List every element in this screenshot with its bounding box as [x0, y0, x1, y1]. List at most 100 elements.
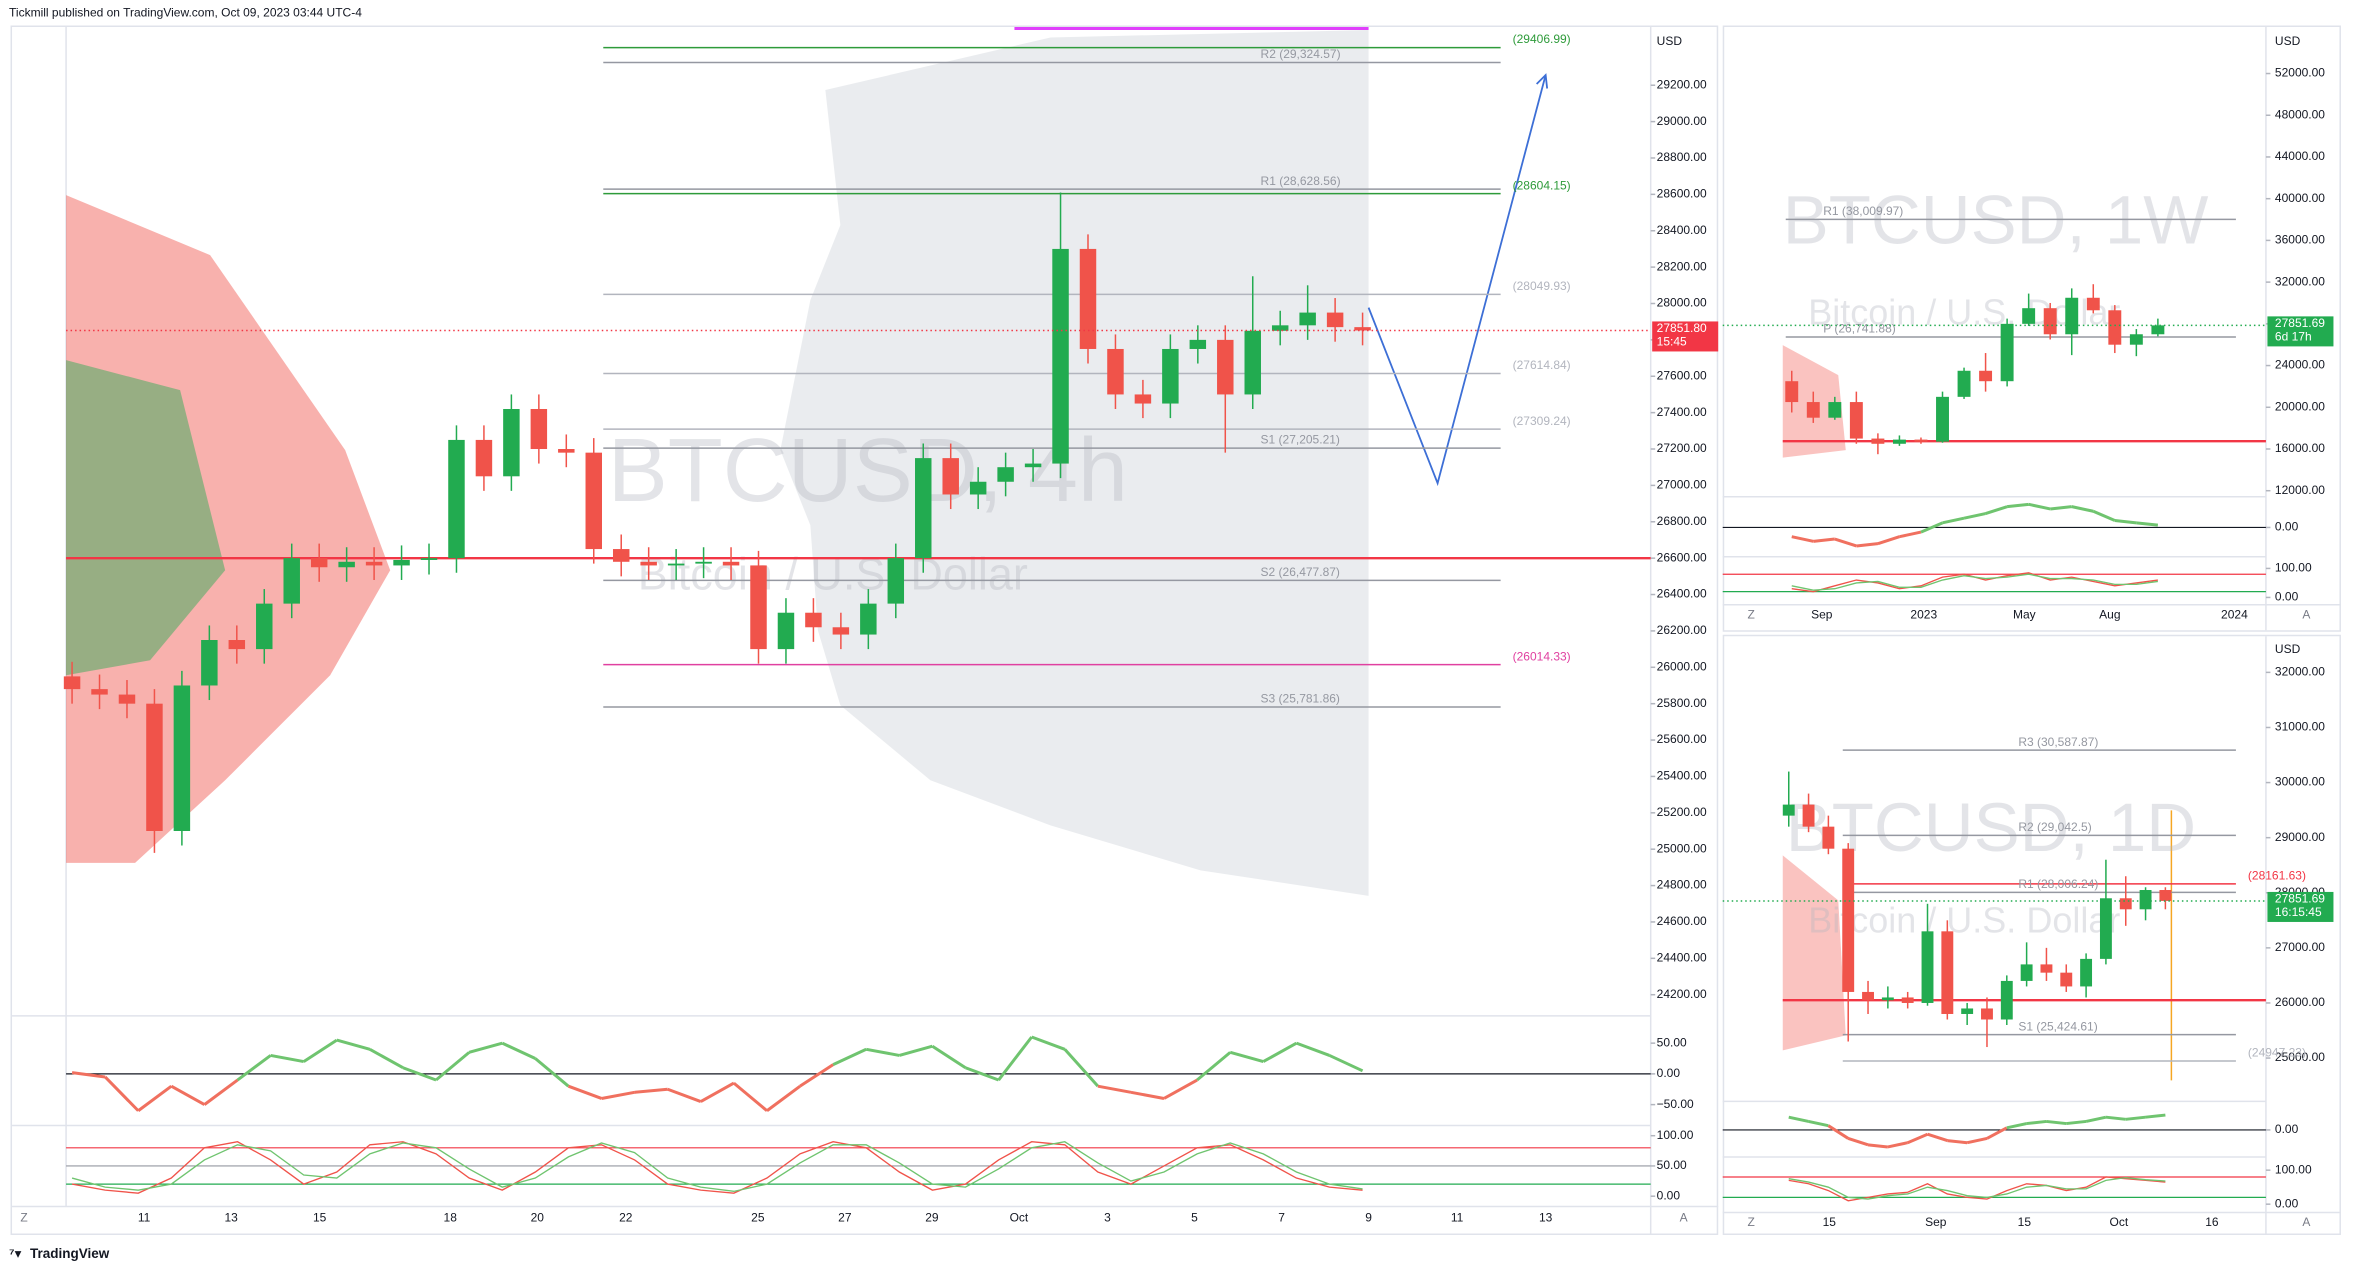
x-tick-label: 3	[1104, 1211, 1111, 1225]
y-tick-label: 28600.00	[1657, 187, 1707, 201]
oscillator-line	[1788, 1176, 2166, 1200]
volume-profile	[780, 30, 1369, 896]
oscillator-segment	[203, 1078, 239, 1106]
oscillator-segment	[634, 1087, 668, 1094]
y-tick-label: 25800.00	[1657, 696, 1707, 710]
candle-body	[1914, 439, 1928, 442]
x-tick-label: 7	[1278, 1211, 1285, 1225]
candle-body	[1052, 248, 1069, 464]
oscillator-line	[1788, 1176, 2166, 1202]
oscillator-segment	[964, 1066, 1000, 1082]
oscillator-segment	[468, 1041, 503, 1054]
candle-body	[887, 558, 905, 604]
scale-button[interactable]: Z	[20, 1211, 27, 1225]
candle-body	[1107, 348, 1124, 395]
oscillator-segment	[1328, 1054, 1364, 1073]
oscillator-segment	[832, 1047, 867, 1067]
candle-body	[310, 558, 328, 568]
oscillator-segment	[104, 1075, 140, 1112]
oscillator-segment	[270, 1053, 304, 1064]
x-tick-label: 29	[925, 1211, 939, 1225]
oscillator-segment	[1847, 1137, 1869, 1147]
oscillator-segment	[1887, 1141, 1908, 1149]
oscillator-segment	[1867, 1143, 1889, 1149]
level-label: R2 (29,324.57)	[1261, 47, 1341, 61]
candle-body	[2000, 323, 2014, 382]
x-tick-label: Oct	[2110, 1215, 2129, 1229]
candle-body	[503, 408, 520, 477]
scale-button[interactable]: Z	[1748, 607, 1755, 621]
level-label: (28049.93)	[1513, 279, 1571, 293]
level-label: R1 (28,628.56)	[1261, 174, 1341, 188]
x-tick-label: 9	[1365, 1211, 1372, 1225]
candle-body	[1871, 438, 1885, 444]
x-tick-label: 5	[1191, 1211, 1198, 1225]
y-tick-label: 31000.00	[2275, 720, 2325, 734]
candle-body	[1217, 339, 1234, 395]
description-watermark: Bitcoin / U.S. Dollar	[1808, 899, 2120, 940]
oscillator-segment	[2006, 502, 2029, 509]
oscillator-segment	[1130, 1090, 1165, 1100]
candle-body	[1024, 463, 1042, 468]
currency-label: USD	[2275, 34, 2301, 48]
osc-y-tick-label: 0.00	[2275, 1196, 2299, 1210]
oscillator-segment	[1097, 1084, 1132, 1094]
footer-logo: ⁷▾	[9, 1246, 22, 1261]
oscillator-segment	[1920, 521, 1944, 534]
y-tick-label: 26400.00	[1657, 587, 1707, 601]
y-tick-label: 29200.00	[1657, 77, 1707, 91]
oscillator-segment	[2085, 1115, 2107, 1123]
level-label: R2 (29,042.5)	[2018, 820, 2091, 834]
oscillator-segment	[2136, 521, 2159, 527]
level-label: (29406.99)	[1513, 32, 1571, 46]
scale-button[interactable]: A	[2302, 607, 2310, 621]
oscillator-segment	[1031, 1035, 1066, 1051]
candle-body	[1354, 327, 1371, 331]
y-tick-label: 27600.00	[1657, 368, 1707, 382]
candle-body	[2086, 297, 2100, 311]
y-tick-label: 26600.00	[1657, 550, 1707, 564]
oscillator-segment	[1966, 1136, 1988, 1145]
oscillator-segment	[369, 1047, 404, 1070]
candle-body	[777, 612, 795, 650]
candle-body	[1299, 312, 1316, 326]
scale-button[interactable]: A	[1680, 1211, 1688, 1225]
currency-label: USD	[2275, 642, 2301, 656]
scale-button[interactable]: Z	[1748, 1215, 1755, 1229]
candle-body	[530, 408, 548, 450]
projection-path	[1367, 74, 1547, 487]
projection-arrow	[1536, 73, 1549, 89]
x-tick-label: Sep	[1811, 607, 1833, 621]
oscillator-line	[1791, 573, 2158, 591]
volume-profile-weekly	[1782, 345, 1846, 458]
candle-body	[2040, 964, 2053, 973]
oscillator-segment	[137, 1084, 173, 1112]
candle-body	[1162, 348, 1179, 404]
x-tick-label: 25	[751, 1211, 765, 1225]
candle-body	[1961, 1008, 1974, 1014]
y-tick-label: 25200.00	[1657, 805, 1707, 819]
y-tick-label: 28000.00	[1657, 296, 1707, 310]
y-tick-label: 27200.00	[1657, 441, 1707, 455]
oscillator-segment	[1196, 1051, 1232, 1082]
candle-body	[722, 561, 740, 566]
scale-button[interactable]: A	[2302, 1215, 2310, 1229]
oscillator-segment	[336, 1038, 371, 1051]
oscillator-segment	[667, 1087, 702, 1103]
candle-body	[2060, 972, 2073, 987]
x-tick-label: Aug	[2099, 607, 2120, 621]
candle-body	[2159, 890, 2172, 901]
oscillator-segment	[2145, 1113, 2166, 1119]
candle-body	[640, 561, 657, 566]
x-tick-label: 22	[619, 1211, 633, 1225]
oscillator-segment	[170, 1084, 206, 1106]
oscillator-segment	[700, 1081, 735, 1103]
oscillator-segment	[1927, 1132, 1948, 1143]
level-label: R1 (28,006.24)	[2018, 877, 2098, 891]
candle-body	[997, 467, 1014, 482]
osc-y-tick-label: 0.00	[2275, 1122, 2299, 1136]
x-tick-label: 18	[444, 1211, 458, 1225]
oscillator-segment	[2125, 1115, 2146, 1121]
y-tick-label: 24800.00	[1657, 878, 1707, 892]
oscillator-segment	[2046, 1119, 2067, 1126]
